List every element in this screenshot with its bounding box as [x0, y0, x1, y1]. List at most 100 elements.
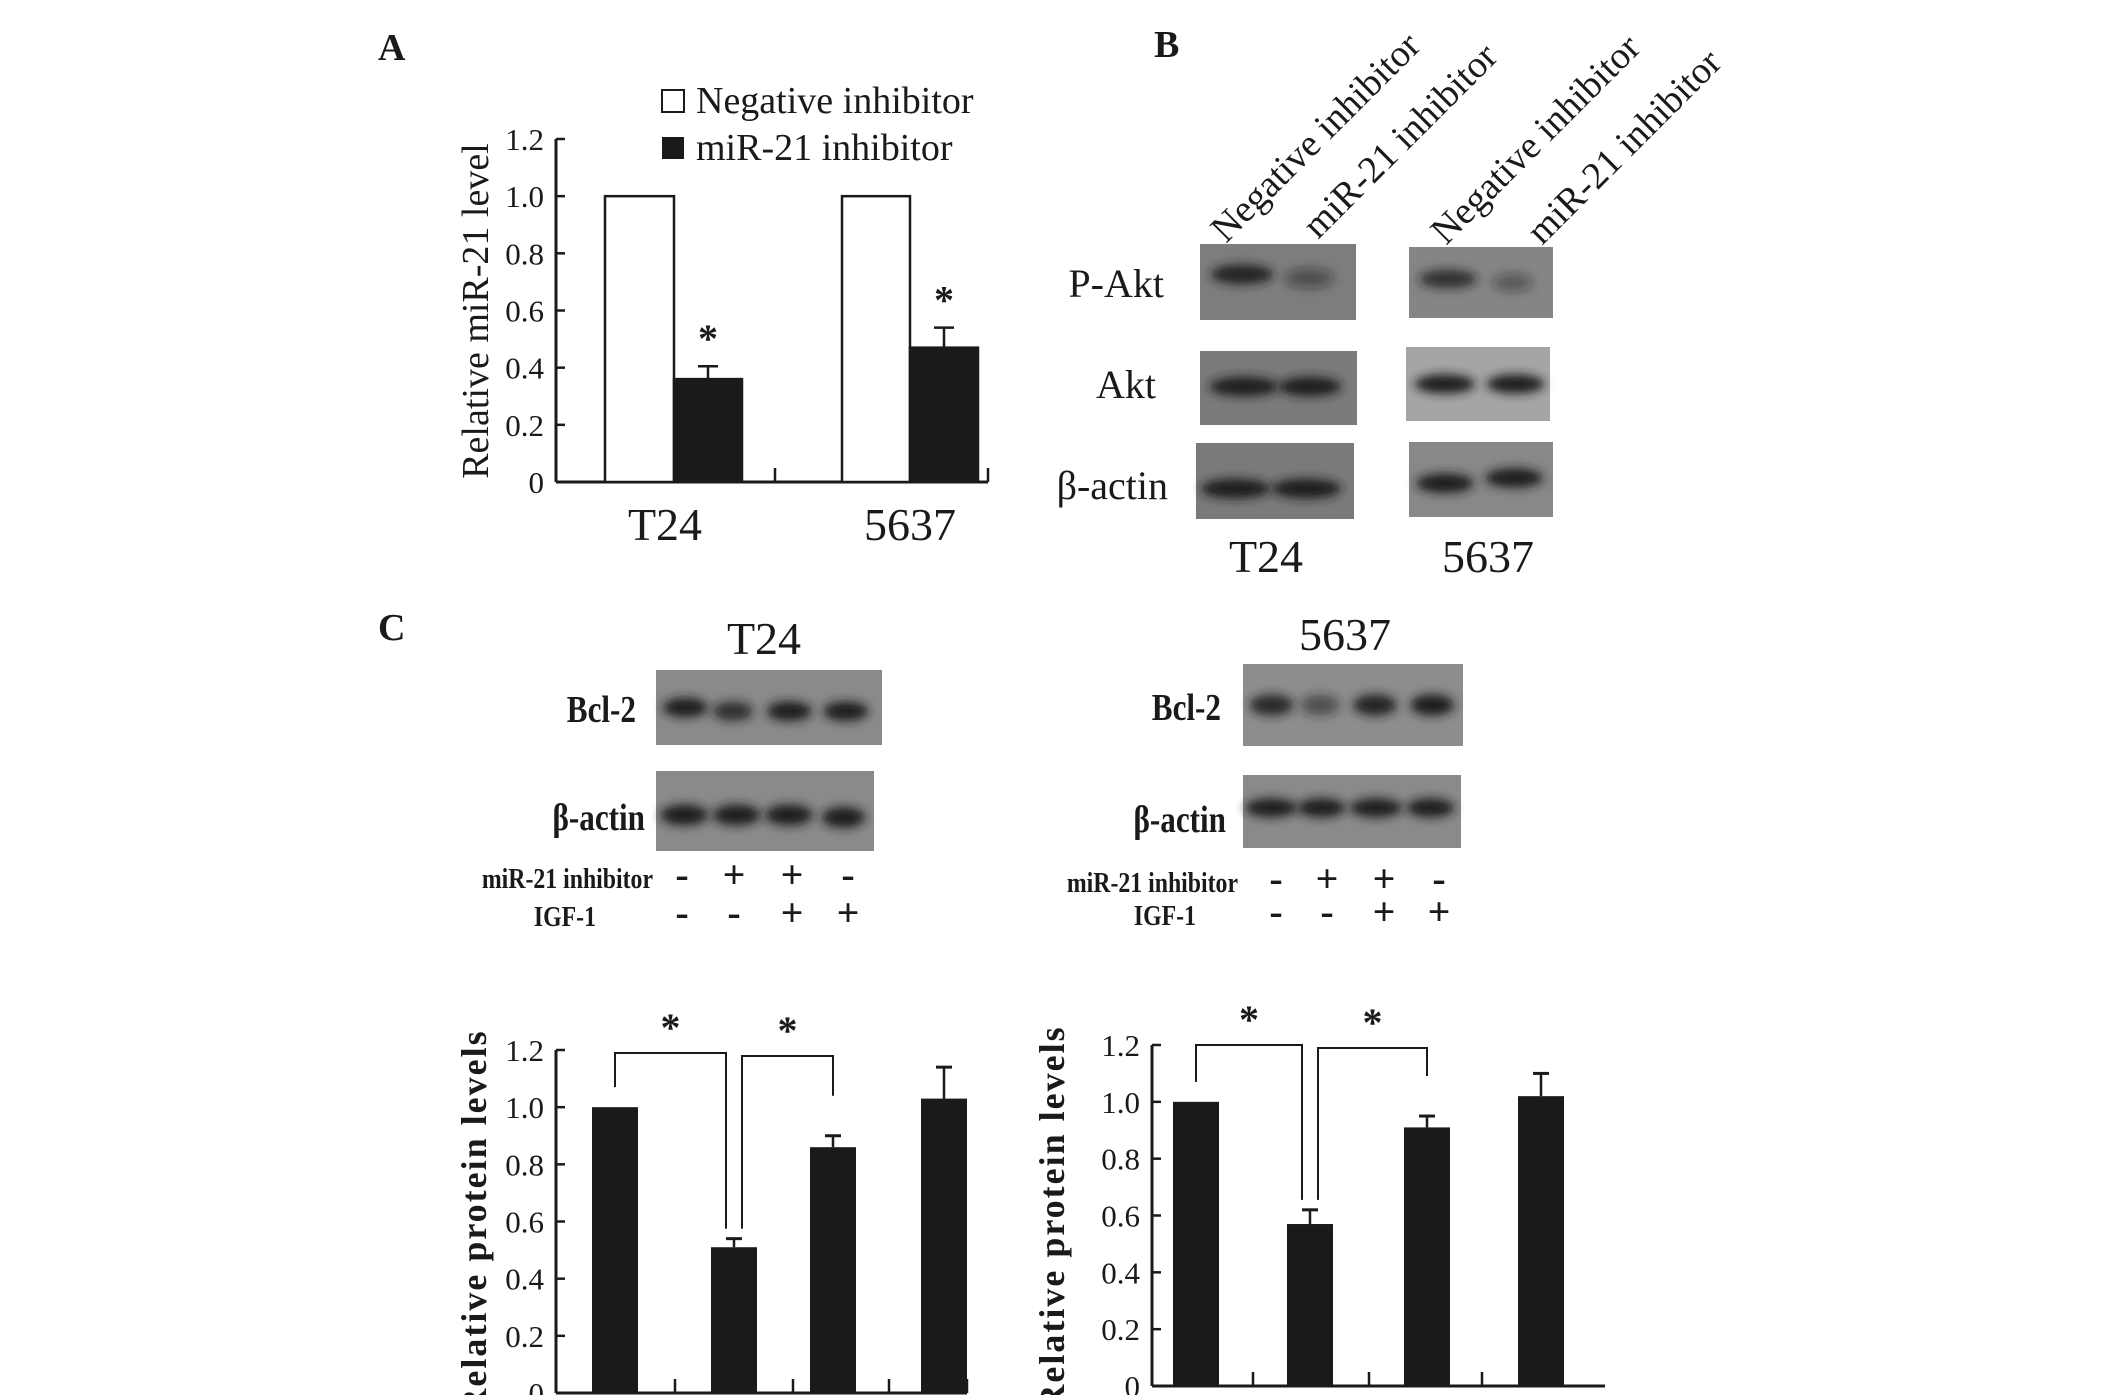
y-tick-label: 0.8 [505, 236, 544, 271]
treatment-symbol: - [1269, 856, 1282, 901]
significance-asterisk: * [698, 316, 718, 361]
y-tick-label: 1.2 [505, 1033, 544, 1068]
legend-label-mir21: miR-21 inhibitor [696, 127, 953, 169]
y-tick-label: 0.8 [1101, 1142, 1140, 1177]
y-tick-label: 1.0 [505, 179, 544, 214]
y-tick-label: 0.8 [505, 1147, 544, 1182]
protein-label-beta-actin: β-actin [1057, 463, 1168, 508]
treatment-symbol: + [781, 890, 804, 935]
treatment-symbol: - [675, 890, 688, 935]
panel-label-b: B [1154, 24, 1179, 66]
blot-strip [1243, 664, 1463, 746]
protein-band [712, 804, 761, 826]
protein-band [1410, 694, 1455, 716]
protein-band [1485, 468, 1543, 488]
significance-asterisk: * [934, 278, 954, 323]
protein-band [1245, 798, 1298, 818]
y-tick-label: 1.2 [1101, 1028, 1140, 1063]
bar [1404, 1127, 1450, 1386]
bar [921, 1098, 967, 1393]
cell-line-title-t24: T24 [727, 613, 801, 664]
chart-c-5637: 0 0.2 0.4 0.6 0.8 1.0 1.2 * * [1101, 997, 1605, 1395]
treatment-symbol: + [1373, 856, 1396, 901]
treatment-symbol: + [1428, 889, 1451, 934]
treatment-symbol: - [841, 852, 854, 897]
protein-band [1209, 376, 1279, 397]
cell-line-label-5637: 5637 [1442, 531, 1534, 582]
western-blot-b: Negative inhibitor miR-21 inhibitor Nega… [1057, 24, 1730, 582]
significance-asterisk: * [1363, 1000, 1383, 1045]
legend-label-negative: Negative inhibitor [696, 80, 974, 122]
protein-band [1300, 694, 1340, 716]
bar [908, 346, 980, 484]
protein-band [766, 701, 812, 721]
y-axis-label-a: Relative miR-21 level [455, 143, 497, 479]
treatment-symbol: - [1320, 889, 1333, 934]
blot-strip [1196, 443, 1354, 519]
protein-band [1416, 473, 1474, 493]
y-tick-label: 0 [1125, 1369, 1141, 1395]
category-label: 5637 [864, 499, 956, 550]
significance-asterisk: * [778, 1008, 798, 1053]
protein-label-bcl2: Bcl-2 [1152, 686, 1221, 729]
treatment-label-mir21: miR-21 inhibitor [1067, 867, 1238, 898]
significance-asterisk: * [661, 1005, 681, 1050]
bar [840, 194, 912, 484]
treatment-symbol: + [781, 852, 804, 897]
treatment-symbol: + [1373, 889, 1396, 934]
legend-swatch-negative [661, 89, 685, 113]
treatment-symbol: + [723, 852, 746, 897]
blot-strip [656, 771, 874, 851]
protein-band [1278, 376, 1342, 397]
bar [592, 1107, 638, 1393]
chart-a: 0 0.2 0.4 0.6 0.8 1.0 1.2 * * T24 5637 [505, 122, 990, 550]
blot-strip [1243, 775, 1461, 848]
blot-strip [1200, 244, 1356, 320]
y-tick-label: 1.2 [505, 122, 544, 157]
treatment-symbol: - [675, 852, 688, 897]
y-tick-label: 0.6 [505, 294, 544, 329]
y-tick-label: 0.4 [505, 351, 544, 386]
blot-strip [656, 670, 882, 745]
y-tick-label: 0 [529, 1376, 545, 1395]
y-axis-label-c-5637: Relative protein levels [1032, 1025, 1072, 1395]
y-axis-label-c-t24: Relative protein levels [454, 1029, 494, 1395]
blot-strip [1409, 247, 1553, 318]
protein-band [712, 701, 754, 721]
treatment-symbol: - [727, 890, 740, 935]
cell-line-label-t24: T24 [1229, 531, 1303, 582]
treatment-label-mir21: miR-21 inhibitor [482, 863, 653, 894]
significance-asterisk: * [1239, 997, 1259, 1042]
y-tick-label: 0.6 [1101, 1199, 1140, 1234]
protein-label-beta-actin: β-actin [1133, 798, 1226, 841]
treatment-symbol: - [1269, 889, 1282, 934]
treatment-symbol: - [1432, 856, 1445, 901]
protein-band [1200, 478, 1271, 499]
protein-band [1353, 694, 1397, 716]
protein-band [1486, 374, 1545, 394]
protein-band [823, 701, 869, 721]
protein-band [765, 804, 813, 826]
bar [1287, 1224, 1333, 1386]
y-tick-label: 1.0 [1101, 1085, 1140, 1120]
protein-label-bcl2: Bcl-2 [567, 688, 636, 731]
blot-strip [1406, 347, 1550, 421]
y-tick-label: 0.4 [505, 1262, 544, 1297]
legend-swatch-mir21 [662, 137, 684, 159]
bar [1173, 1101, 1219, 1386]
protein-band [1406, 798, 1455, 818]
y-tick-label: 0.2 [505, 1319, 544, 1354]
protein-band [662, 697, 708, 718]
protein-band [660, 804, 709, 826]
protein-band [1249, 694, 1294, 716]
treatment-symbol: + [1316, 856, 1339, 901]
protein-band [1414, 374, 1476, 394]
panel-label-a: A [378, 27, 406, 69]
protein-label-p-akt: P-Akt [1068, 261, 1164, 306]
blot-strip [1409, 442, 1553, 517]
significance-bracket [614, 1052, 727, 1229]
y-tick-label: 0 [529, 465, 545, 500]
bar [1518, 1096, 1564, 1386]
protein-band [821, 807, 866, 828]
